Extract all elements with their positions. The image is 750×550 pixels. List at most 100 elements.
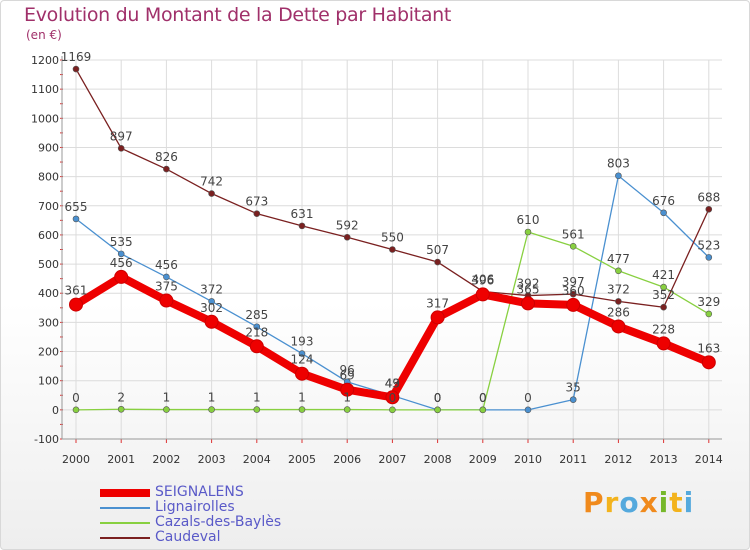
x-tick-label: 2013 xyxy=(650,453,678,466)
data-label: 631 xyxy=(291,207,314,221)
data-point xyxy=(295,366,309,381)
data-label: 0 xyxy=(479,391,487,405)
y-tick-label: 200 xyxy=(38,346,59,359)
data-label: 352 xyxy=(652,288,675,302)
data-label: 1 xyxy=(343,391,351,405)
legend-label: Caudeval xyxy=(155,529,221,545)
x-tick-label: 2010 xyxy=(514,453,542,466)
legend-swatch xyxy=(100,488,150,497)
data-point xyxy=(204,314,219,329)
data-label: 826 xyxy=(155,150,178,164)
data-label: 372 xyxy=(200,282,223,296)
legend-item: Caudeval xyxy=(100,530,281,545)
legend-label: Cazals-des-Baylès xyxy=(155,514,282,530)
data-label: 163 xyxy=(697,341,720,355)
data-label: 43 xyxy=(385,376,400,390)
logo-letter: o xyxy=(619,486,640,519)
data-label: 456 xyxy=(155,258,178,272)
data-point xyxy=(705,254,713,261)
data-point xyxy=(479,406,487,414)
data-label: 124 xyxy=(291,353,314,367)
data-label: 1 xyxy=(208,391,216,405)
x-tick-label: 2008 xyxy=(424,453,452,466)
data-point xyxy=(434,258,441,266)
data-label: 0 xyxy=(479,391,487,405)
data-label: 365 xyxy=(517,282,540,296)
data-point xyxy=(208,190,215,197)
proxiti-logo: Proxiti xyxy=(583,486,694,519)
data-point xyxy=(117,405,125,413)
data-label: 456 xyxy=(110,256,133,270)
data-label: 49 xyxy=(385,377,400,391)
data-point xyxy=(566,297,581,312)
data-point xyxy=(389,406,396,414)
legend-swatch xyxy=(100,521,150,524)
x-tick-label: 2005 xyxy=(288,453,316,466)
data-label: 96 xyxy=(340,363,355,377)
data-point xyxy=(340,382,355,397)
data-point xyxy=(253,210,261,217)
data-label: 592 xyxy=(336,218,359,232)
data-point xyxy=(524,228,532,236)
y-tick-label: 0 xyxy=(52,404,59,417)
data-point xyxy=(611,319,626,334)
logo-letter: x xyxy=(639,486,659,519)
data-label: 655 xyxy=(65,200,88,214)
data-point xyxy=(521,296,535,311)
x-tick-label: 2007 xyxy=(378,453,406,466)
data-label: 507 xyxy=(426,243,449,257)
x-tick-label: 2014 xyxy=(695,453,723,466)
data-point xyxy=(253,323,261,331)
data-label: 317 xyxy=(426,296,449,310)
data-point xyxy=(117,250,125,258)
x-tick-label: 2006 xyxy=(333,453,361,466)
data-point xyxy=(114,269,129,284)
data-point xyxy=(569,242,577,250)
data-label: 610 xyxy=(517,213,540,227)
data-point xyxy=(705,310,713,318)
data-point xyxy=(389,246,396,253)
data-label: 673 xyxy=(245,195,268,209)
y-tick-label: 600 xyxy=(38,229,59,242)
data-point xyxy=(656,336,671,351)
x-tick-label: 2002 xyxy=(152,453,180,466)
y-tick-label: -100 xyxy=(34,433,59,446)
data-label: 1 xyxy=(163,391,171,405)
data-point xyxy=(163,406,170,413)
data-point xyxy=(701,355,716,370)
data-label: 1169 xyxy=(61,50,92,64)
y-tick-label: 1200 xyxy=(31,54,59,67)
x-tick-label: 2012 xyxy=(604,453,632,466)
y-tick-label: 900 xyxy=(38,141,59,154)
data-point xyxy=(385,390,400,405)
chart-title: Evolution du Montant de la Dette par Hab… xyxy=(24,4,452,26)
legend-item: Lignairolles xyxy=(100,500,281,515)
data-label: 742 xyxy=(200,175,223,189)
data-point xyxy=(72,406,80,414)
logo-letter: t xyxy=(669,486,684,519)
data-label: 1 xyxy=(253,391,261,405)
data-point xyxy=(569,290,577,298)
data-label: 803 xyxy=(607,157,630,171)
data-point xyxy=(72,215,80,223)
data-label: 218 xyxy=(245,325,268,339)
y-tick-label: 400 xyxy=(38,287,59,300)
x-tick-label: 2003 xyxy=(198,453,226,466)
data-label: 688 xyxy=(697,190,720,204)
chart-legend: SEIGNALENS Lignairolles Cazals-des-Baylès C… xyxy=(100,485,281,545)
legend-swatch xyxy=(100,506,150,509)
data-point xyxy=(660,283,667,291)
data-label: 0 xyxy=(389,391,397,405)
data-label: 329 xyxy=(697,295,720,309)
y-tick-label: 300 xyxy=(38,316,59,329)
chart-subtitle: (en €) xyxy=(26,28,62,42)
legend-item: SEIGNALENS xyxy=(100,485,281,500)
data-point xyxy=(705,205,713,213)
data-point xyxy=(249,339,264,354)
data-point xyxy=(298,222,306,230)
data-label: 406 xyxy=(471,272,494,286)
data-label: 897 xyxy=(110,129,133,143)
legend-label: Lignairolles xyxy=(155,499,235,515)
data-label: 2 xyxy=(117,390,125,404)
data-point xyxy=(434,406,441,414)
